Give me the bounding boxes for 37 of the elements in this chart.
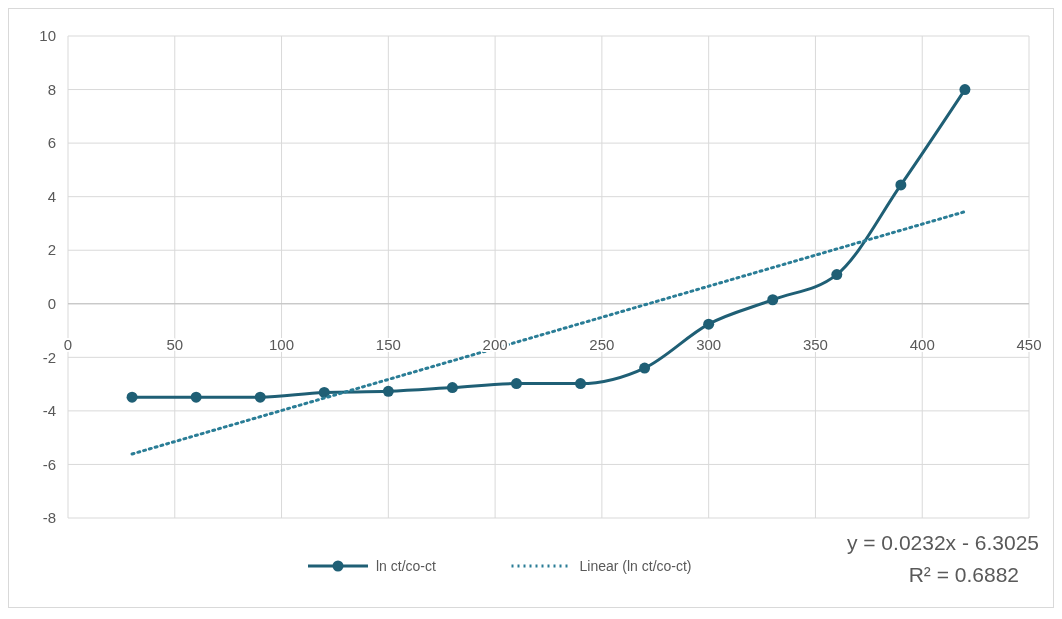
text: y = 0.0232x - 6.3025 — [846, 531, 1039, 554]
y-tick-label: 10 — [39, 27, 56, 45]
y-tick-label: 0 — [47, 295, 56, 313]
x-tick-label: 450 — [1016, 335, 1042, 353]
point — [639, 362, 651, 374]
point — [831, 269, 843, 281]
y-tick-label: -2 — [42, 348, 56, 366]
x-tick-label: 400 — [909, 335, 935, 353]
y-tick-label: -8 — [42, 509, 56, 527]
y-tick-label: -6 — [42, 455, 56, 473]
x-tick-label: 100 — [269, 335, 295, 353]
x-tick-label: 150 — [375, 335, 401, 353]
point — [510, 378, 522, 390]
x-tick-label: 50 — [166, 335, 184, 353]
y-tick-label: 4 — [47, 187, 56, 205]
x-tick-label: 0 — [63, 335, 73, 353]
point — [190, 391, 202, 403]
point — [382, 385, 394, 397]
x-tick-label: 300 — [696, 335, 722, 353]
point — [318, 386, 330, 398]
point — [446, 382, 458, 394]
point — [575, 378, 587, 390]
y-tick-label: 2 — [47, 241, 56, 259]
y-tick-label: -4 — [42, 402, 56, 420]
x-tick-label: 350 — [802, 335, 828, 353]
y-tick-label: 8 — [47, 80, 56, 98]
y-tick-label: 6 — [47, 134, 56, 152]
legend-label: ln ct/co-ct — [376, 557, 437, 574]
text: R² = 0.6882 — [908, 563, 1019, 586]
point — [254, 391, 266, 403]
point — [126, 391, 138, 403]
point — [895, 179, 907, 191]
point — [703, 318, 715, 330]
point — [959, 84, 971, 96]
legend-label: Linear (ln ct/co-ct) — [579, 557, 692, 574]
point — [767, 294, 779, 306]
x-tick-label: 250 — [589, 335, 615, 353]
